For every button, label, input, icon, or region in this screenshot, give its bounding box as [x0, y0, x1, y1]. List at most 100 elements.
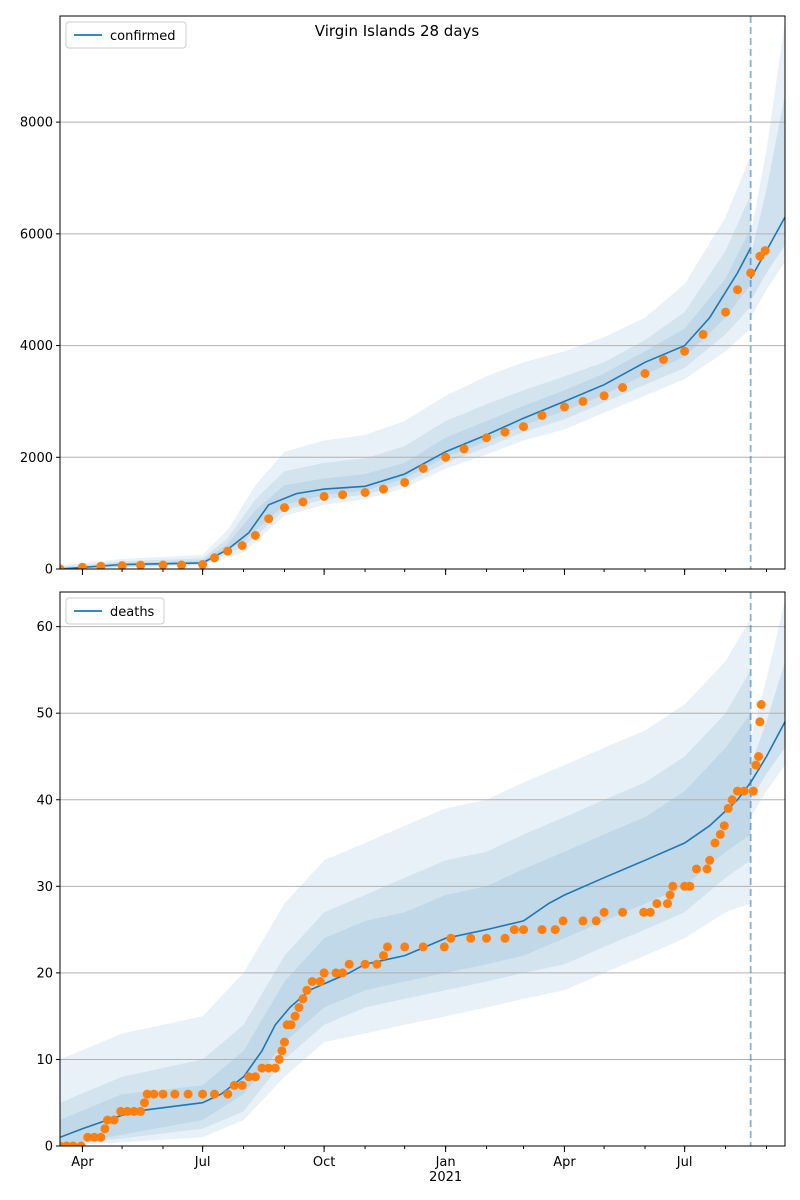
observed-point — [270, 1063, 280, 1073]
observed-point — [733, 786, 742, 796]
observed-point — [149, 1089, 159, 1099]
y-tick-label: 60 — [36, 620, 53, 635]
observed-point — [578, 396, 588, 406]
observed-point — [158, 560, 168, 569]
observed-point — [723, 803, 733, 813]
observed-point — [290, 1011, 300, 1021]
observed-point — [83, 1132, 93, 1142]
observed-point — [482, 433, 491, 443]
plot-area — [60, 592, 785, 1146]
observed-point — [715, 829, 725, 839]
observed-point — [129, 1106, 139, 1116]
observed-point — [400, 477, 410, 487]
y-tick-label: 30 — [36, 880, 53, 895]
observed-point — [280, 1037, 289, 1047]
observed-point — [537, 925, 547, 935]
observed-point — [751, 760, 761, 770]
observed-point — [100, 1124, 110, 1134]
observed-point — [96, 561, 106, 569]
observed-point — [746, 268, 756, 278]
observed-point — [122, 1106, 132, 1116]
plot-area — [60, 16, 785, 569]
observed-point — [298, 497, 308, 507]
observed-point — [459, 444, 469, 454]
uncertainty-band-2 — [60, 713, 751, 1146]
observed-point — [466, 933, 476, 943]
observed-point — [223, 1089, 233, 1099]
observed-point — [618, 383, 628, 392]
observed-point — [170, 1089, 180, 1099]
chart-title: Virgin Islands 28 days — [315, 22, 480, 40]
observed-point — [685, 881, 695, 891]
observed-point — [733, 285, 742, 295]
observed-point — [257, 1063, 267, 1073]
observed-point — [136, 560, 146, 569]
observed-point — [659, 355, 668, 364]
observed-point — [280, 503, 289, 513]
y-tick-label: 4000 — [20, 339, 53, 354]
observed-point — [639, 907, 649, 917]
observed-point — [96, 1132, 106, 1142]
observed-point — [618, 907, 628, 917]
observed-point — [183, 1089, 193, 1099]
axes-frame — [59, 591, 786, 1147]
legend-box — [65, 21, 187, 49]
observed-point — [117, 561, 127, 569]
confirmed-panel: 0 2000 4000 6000 8000 confirmed — [20, 15, 786, 578]
observed-point — [705, 855, 715, 865]
observed-point — [755, 717, 765, 727]
observed-point — [264, 514, 274, 524]
observed-point — [136, 1106, 146, 1116]
observed-point — [338, 968, 348, 978]
observed-point — [599, 391, 609, 401]
observed-point — [210, 1089, 219, 1099]
y-tick-label: 40 — [36, 793, 53, 808]
observed-point — [223, 546, 233, 556]
observed-point — [60, 564, 65, 569]
observed-point — [692, 864, 701, 874]
x-tick-label: Jul — [676, 1155, 693, 1170]
observed-point — [68, 1141, 78, 1146]
observed-point — [76, 1141, 86, 1146]
observed-point — [103, 1115, 112, 1125]
observed-point — [702, 864, 712, 874]
observed-point — [338, 490, 348, 500]
observed-point — [599, 907, 609, 917]
observed-point — [418, 942, 428, 952]
observed-point — [277, 1046, 287, 1056]
legend-label: confirmed — [110, 29, 176, 44]
observed-point — [652, 899, 662, 909]
observed-point — [383, 942, 392, 952]
observed-point — [140, 1098, 149, 1108]
y-tick-label: 50 — [36, 707, 53, 722]
observed-point — [710, 838, 720, 848]
observed-point — [210, 553, 219, 563]
observed-point — [307, 977, 317, 986]
observed-point — [379, 951, 388, 961]
observed-point — [298, 994, 308, 1004]
model-fit-line — [60, 247, 752, 569]
x-tick-label: Apr — [71, 1155, 94, 1170]
x-tick-label: Jul — [194, 1155, 211, 1170]
observed-point — [680, 346, 690, 356]
observed-point — [755, 251, 765, 261]
observed-point — [237, 1080, 247, 1090]
y-tick-label: 10 — [36, 1053, 53, 1068]
observed-point — [294, 1003, 304, 1012]
observed-point — [344, 959, 354, 969]
observed-point — [727, 795, 737, 805]
observed-point — [739, 786, 749, 796]
observed-point — [645, 907, 655, 917]
observed-point — [441, 452, 451, 462]
observed-point — [379, 484, 388, 494]
observed-point — [116, 1106, 126, 1116]
observed-point — [264, 1063, 274, 1073]
observed-point — [315, 977, 325, 986]
observed-point — [550, 925, 560, 935]
observed-point — [439, 942, 449, 952]
observed-point — [500, 933, 510, 943]
forecast-line — [750, 721, 785, 783]
observed-point — [500, 427, 510, 437]
y-tick-label: 0 — [45, 563, 53, 578]
